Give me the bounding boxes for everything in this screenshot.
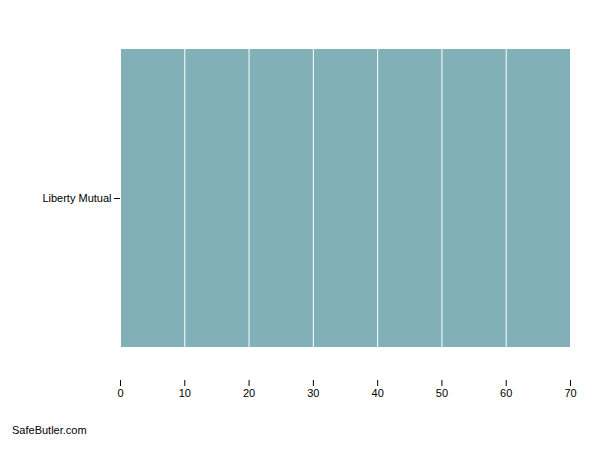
svg-text:40: 40 (372, 387, 384, 399)
svg-text:Liberty Mutual: Liberty Mutual (42, 192, 111, 204)
svg-text:0: 0 (117, 387, 123, 399)
html-text:SafeButler.com: SafeButler.com (12, 424, 87, 436)
svg-text:30: 30 (307, 387, 319, 399)
svg-text:20: 20 (243, 387, 255, 399)
svg-text:70: 70 (564, 387, 576, 399)
svg-text:10: 10 (179, 387, 191, 399)
svg-text:50: 50 (436, 387, 448, 399)
svg-text:60: 60 (500, 387, 512, 399)
